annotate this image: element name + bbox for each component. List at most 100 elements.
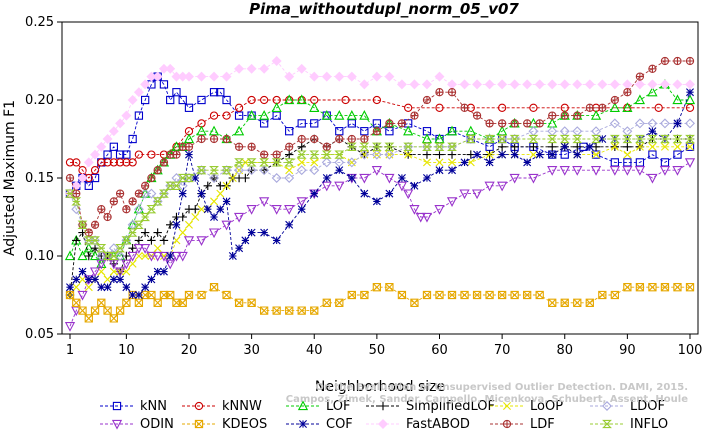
series-point-cof [335,166,344,175]
series-point-inflo [346,142,357,151]
series-point-fastabod [559,79,570,90]
series-point-cof [422,174,431,182]
series-point-knn [360,127,369,136]
series-point-cof [347,174,356,182]
series-point-inflo [591,134,601,144]
series-point-cof [598,135,607,143]
series-point-ldof [234,165,245,176]
series-point-fastabod [196,71,207,82]
series-point-ldof [309,165,320,176]
series-point-ldf [510,119,519,128]
series-point-kdeos [65,290,75,300]
series-point-ldf [573,111,582,120]
series-point-inflo [234,158,245,167]
series-point-cof [241,236,250,245]
x-tick-label: 20 [181,343,198,358]
x-tick-label: 80 [556,343,573,358]
series-point-ldof [465,134,476,144]
series-point-kdeos [84,314,93,323]
series-point-kdeos [134,298,144,307]
series-point-ldf [422,95,432,105]
series-point-ldf [103,212,112,222]
series-point-cof [410,181,419,190]
series-point-ldf [153,166,162,175]
series-point-knn [115,150,125,159]
series-point-cof [686,88,694,97]
series-point-ldof [359,149,370,160]
series-point-cof [385,189,394,198]
series-point-odin [403,189,414,200]
legend-marker-lof [297,400,309,411]
series-point-odin [590,166,602,176]
series-point-cof [322,174,331,182]
series-point-simplifiedlof [510,142,519,151]
series-point-kdeos [184,290,194,300]
series-point-kdeos [497,290,507,300]
legend-item-simplifiedlof: SimplifiedLOF [366,399,495,414]
series-point-fastabod [234,63,245,74]
series-point-inflo [359,142,370,151]
series-point-inflo [434,142,445,151]
series-point-ldof [672,118,683,129]
series-point-fastabod [622,79,633,90]
series-point-knnw [209,111,219,120]
series-point-fastabod [497,79,508,90]
x-tick-label: 1 [66,343,74,358]
series-point-knn [184,103,194,112]
series-point-simplifiedlof [203,181,212,190]
series-point-fastabod [96,141,107,152]
series-point-cof [673,119,682,128]
series-point-fastabod [609,79,620,90]
series-point-simplifiedlof [159,236,169,245]
series-point-cof [191,174,200,182]
series-point-loop [228,174,237,182]
series-container [64,56,696,332]
series-point-fastabod [484,79,495,90]
legend-label: kNNW [222,399,262,414]
series-point-kdeos [78,306,87,315]
legend-marker-simplifiedlof [378,401,388,411]
series-point-fastabod [572,79,583,90]
series-point-loop [404,150,413,159]
series-point-odin [409,205,420,215]
axes: 1 10 20 30 40 50 60 70 80 90 100 0.05 0.10 0.15 0.20 0.… [25,15,702,358]
series-point-simplifiedlof [447,150,457,159]
series-point-fastabod [271,56,282,66]
series-point-cof [648,127,657,136]
series-point-kdeos [153,298,162,307]
series-point-cof [185,150,193,159]
series-point-odin [622,166,633,176]
series-point-kdeos [472,290,482,300]
series-point-lof [684,94,696,105]
series-point-odin [371,166,382,176]
legend-marker-odin [111,419,123,430]
series-cof [66,88,694,299]
series-point-ldf [322,142,331,151]
series-point-fastabod [108,126,119,137]
legend-label: SimplifiedLOF [406,399,495,414]
series-point-knn [385,127,394,136]
series-point-cof [84,275,93,284]
series-point-ldf [222,134,231,144]
series-point-odin [359,173,370,184]
series-point-kdeos [410,298,419,307]
legend-label: INFLO [630,417,668,432]
series-point-kdeos [90,306,100,315]
series-point-inflo [140,212,151,222]
series-point-simplifiedlof [623,142,632,151]
series-point-ldof [152,196,163,207]
legend-marker-kdeos [194,419,204,429]
legend-marker-cof [299,420,307,428]
series-point-knn [178,95,187,105]
series-point-ldf [635,72,645,81]
series-point-kdeos [585,298,594,307]
series-point-loop [297,158,306,167]
series-point-cof [66,283,74,292]
series-point-cof [548,150,557,159]
y-tick-label: 0.10 [25,249,54,264]
series-point-kdeos [685,283,695,292]
series-point-ldof [421,141,432,152]
series-point-cof [485,158,494,167]
series-point-lof [284,94,295,105]
